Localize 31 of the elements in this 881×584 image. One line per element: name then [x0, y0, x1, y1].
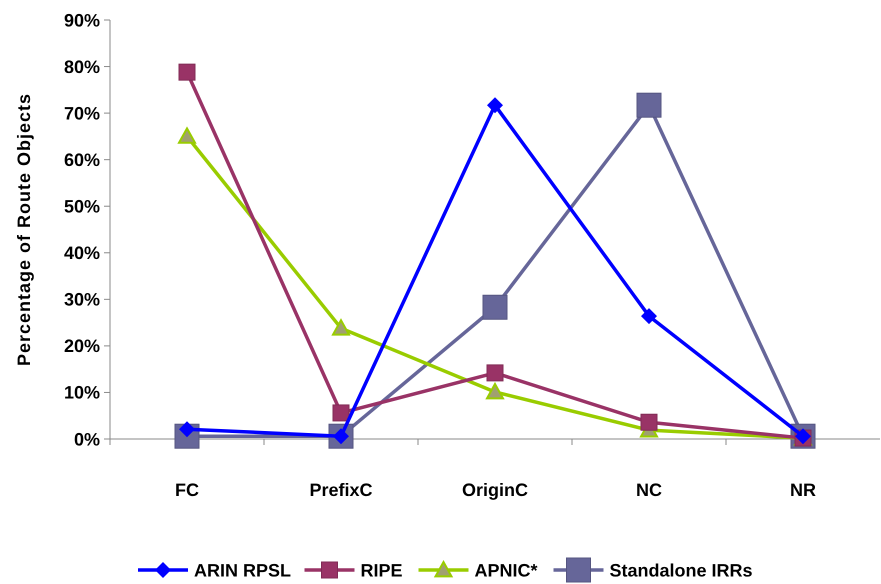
x-tick-label: NC: [636, 480, 662, 500]
legend-label: Standalone IRRs: [610, 560, 753, 580]
y-tick-label: 80%: [64, 56, 100, 77]
y-tick-label: 0%: [74, 429, 100, 450]
point: [332, 404, 350, 422]
point: [332, 319, 350, 336]
y-tick-label: 30%: [64, 290, 100, 310]
point: [178, 64, 196, 81]
point: [482, 294, 508, 320]
point: [178, 127, 196, 144]
point: [487, 97, 503, 114]
y-tick-label: 20%: [64, 336, 100, 356]
y-tick-label: 70%: [64, 103, 100, 124]
legend-label: APNIC*: [474, 560, 538, 580]
x-tick-label: NR: [790, 480, 816, 500]
y-axis-title: Percentage of Route Objects: [14, 92, 34, 366]
x-tick-label: OriginC: [462, 480, 528, 500]
y-tick-label: 90%: [64, 10, 100, 30]
legend-label: RIPE: [360, 560, 403, 580]
point: [486, 382, 504, 400]
point: [641, 308, 657, 324]
point: [640, 414, 658, 431]
y-tick-label: 10%: [64, 382, 100, 403]
point: [486, 364, 504, 382]
y-tick-label: 60%: [64, 150, 100, 170]
point: [636, 92, 662, 118]
x-tick-label: FC: [175, 480, 199, 500]
y-tick-label: 50%: [64, 196, 100, 217]
y-tick-label: 40%: [64, 243, 100, 264]
legend-label: ARIN RPSL: [194, 560, 292, 580]
x-tick-label: PrefixC: [309, 480, 373, 500]
